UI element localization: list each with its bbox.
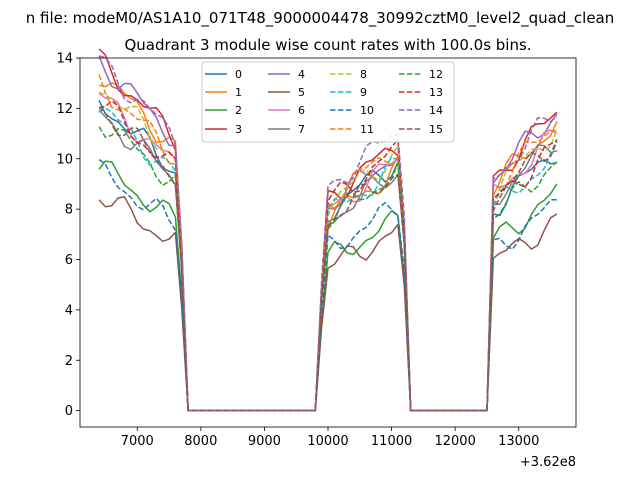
- x-tick-label: 11000: [371, 434, 412, 449]
- y-tick-label: 4: [65, 303, 73, 318]
- x-tick-label: 7000: [121, 434, 154, 449]
- series-line-10: [98, 158, 557, 412]
- legend-label-4: 4: [298, 68, 305, 81]
- legend-label-8: 8: [360, 68, 367, 81]
- legend-frame: [201, 61, 455, 143]
- x-tick-label: 9000: [248, 434, 281, 449]
- legend-label-1: 1: [235, 86, 242, 99]
- legend-label-0: 0: [235, 68, 242, 81]
- figure-suptitle: n file: modeM0/AS1A10_071T48_9000004478_…: [26, 9, 615, 28]
- y-tick-label: 10: [56, 152, 73, 167]
- x-offset-label: +3.62e8: [520, 455, 576, 470]
- series-line-2: [98, 160, 558, 412]
- legend-label-5: 5: [298, 86, 305, 99]
- chart-title: Quadrant 3 module wise count rates with …: [124, 36, 531, 54]
- legend-label-2: 2: [235, 104, 242, 117]
- x-tick-label: 10000: [307, 434, 348, 449]
- legend-label-10: 10: [360, 104, 374, 117]
- y-axis: 0 2 4 6 8 10 12 14: [56, 52, 80, 419]
- series-line-14: [98, 55, 558, 412]
- legend-label-7: 7: [298, 123, 305, 136]
- legend-label-13: 13: [429, 86, 443, 99]
- legend-label-15: 15: [429, 123, 443, 136]
- y-tick-label: 6: [65, 253, 73, 268]
- series-line-15: [98, 106, 558, 412]
- y-tick-label: 0: [65, 404, 73, 419]
- y-tick-label: 8: [65, 203, 73, 218]
- y-tick-label: 12: [56, 102, 73, 117]
- y-tick-label: 2: [65, 354, 73, 369]
- x-tick-label: 12000: [434, 434, 475, 449]
- legend-label-11: 11: [360, 123, 374, 136]
- x-tick-label: 8000: [184, 434, 217, 449]
- legend-label-14: 14: [429, 104, 443, 117]
- series-line-7: [98, 109, 558, 412]
- plot-lines: [98, 48, 558, 412]
- legend-label-9: 9: [360, 86, 367, 99]
- legend-label-6: 6: [298, 104, 305, 117]
- x-tick-label: 13000: [498, 434, 539, 449]
- y-tick-label: 14: [56, 52, 73, 67]
- x-axis: 7000 8000 9000 10000 11000 12000 13000: [121, 427, 539, 449]
- series-line-12: [98, 126, 558, 412]
- series-line-9: [98, 107, 558, 412]
- legend-label-3: 3: [235, 123, 242, 136]
- legend-label-12: 12: [429, 68, 443, 81]
